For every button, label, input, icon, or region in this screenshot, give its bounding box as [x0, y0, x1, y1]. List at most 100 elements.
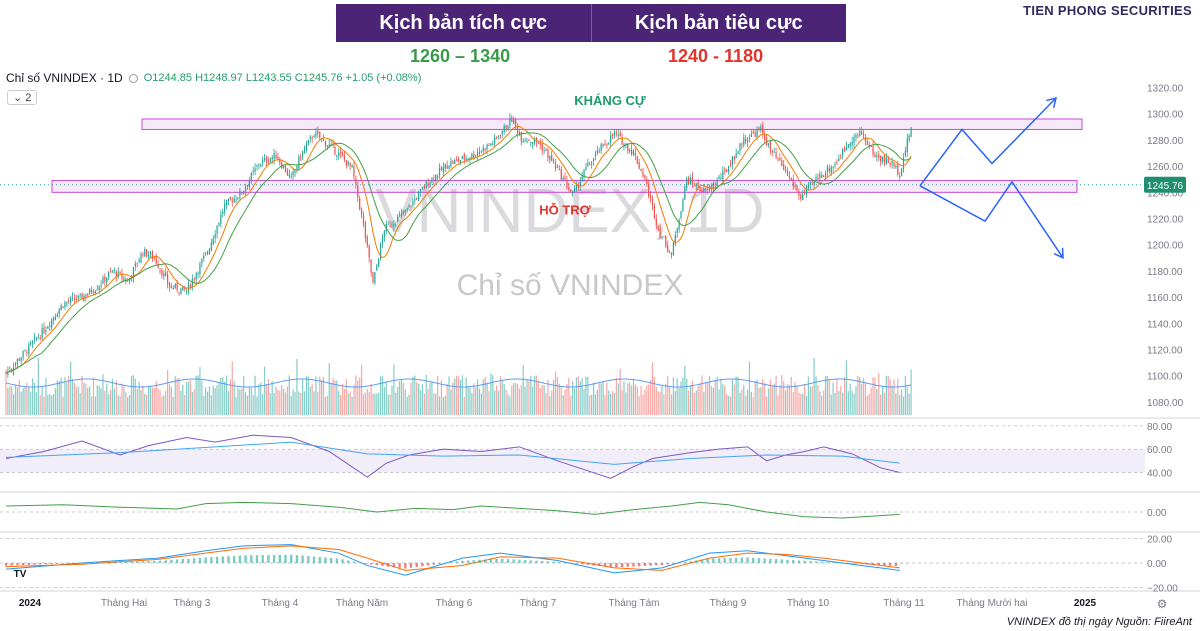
candle-body [480, 150, 482, 152]
candle-body [859, 131, 861, 137]
candle-body [651, 199, 654, 206]
price-tick-label: 1280.00 [1147, 136, 1184, 147]
volume-bar [638, 396, 640, 415]
candle-body [349, 162, 351, 166]
negative-scenario-label: Kịch bản tiêu cực [590, 4, 847, 42]
volume-ma-line [5, 378, 912, 388]
macd-histogram-bar [455, 561, 458, 563]
candle-body [246, 185, 249, 187]
candle-body [478, 151, 481, 154]
volume-bar [748, 361, 751, 415]
volume-bar [507, 394, 509, 415]
candle-body [655, 218, 657, 226]
volume-bar [708, 376, 711, 415]
volume-bar [672, 377, 675, 415]
candle-body [587, 162, 589, 166]
rsi-band [0, 449, 1145, 473]
candle-body [406, 208, 408, 210]
candle-body [263, 158, 266, 161]
volume-bar [96, 385, 98, 415]
volume-bar [28, 387, 30, 415]
volume-bar [83, 382, 85, 415]
volume-bar [288, 375, 290, 415]
candle-body [341, 152, 344, 156]
candle-body [279, 159, 281, 164]
volume-bar [227, 390, 230, 415]
candle-body [311, 137, 313, 139]
volume-bar [802, 393, 804, 415]
volume-bar [328, 363, 330, 415]
macd-histogram-bar [141, 561, 145, 563]
volume-bar [819, 391, 821, 415]
candle-body [893, 162, 895, 167]
price-tick-label: 1300.00 [1147, 110, 1184, 121]
volume-bar [686, 378, 688, 415]
candle-body [606, 143, 608, 145]
volume-bar [224, 381, 226, 415]
candle-body [670, 253, 673, 255]
macd-histogram-bar [660, 563, 664, 566]
candle-body [322, 139, 325, 141]
volume-bar [398, 381, 401, 415]
volume-bar [77, 386, 79, 415]
macd-line [5, 545, 900, 571]
collapse-badge[interactable]: ⌄ 2 [7, 90, 38, 105]
volume-bar [195, 376, 197, 415]
candle-body [849, 143, 851, 147]
volume-bar [539, 387, 541, 415]
macd-histogram-bar [375, 563, 378, 566]
candle-body [908, 135, 910, 140]
volume-bar [805, 395, 808, 415]
volume-bar [840, 385, 842, 415]
volume-bar [351, 396, 353, 415]
volume-bar [92, 377, 95, 415]
candle-body [486, 144, 488, 150]
candle-body [777, 158, 779, 160]
volume-bar [191, 391, 193, 415]
volume-bar [322, 377, 325, 415]
volume-bar [733, 384, 735, 415]
volume-bar [292, 389, 294, 415]
volume-bar [864, 382, 867, 415]
candle-body [189, 284, 192, 288]
volume-bar [165, 390, 167, 415]
candle-body [788, 175, 791, 178]
time-tick-label: 2024 [19, 598, 42, 609]
volume-bar [298, 391, 300, 415]
volume-bar [378, 392, 380, 415]
candle-body [602, 143, 604, 147]
candle-body [60, 305, 62, 311]
volume-bar [138, 382, 140, 415]
volume-bar [212, 385, 214, 415]
volume-bar [117, 395, 119, 415]
symbol-header[interactable]: Chỉ số VNINDEX · 1D O1244.85 H1248.97 L1… [6, 71, 421, 85]
status-dot-icon [128, 73, 138, 83]
candle-body [366, 236, 368, 246]
macd-histogram-bar [666, 563, 669, 565]
volume-bar [577, 376, 579, 415]
macd-histogram-bar [147, 561, 150, 563]
volume-bar [906, 387, 908, 415]
volume-bar [81, 375, 83, 415]
candle-body [648, 183, 650, 197]
volume-bar [866, 395, 868, 415]
volume-bar [176, 378, 178, 415]
volume-bar [423, 393, 425, 415]
volume-bar [701, 375, 703, 415]
volume-bar [821, 395, 823, 415]
candle-body [319, 131, 321, 138]
volume-bar [741, 389, 743, 415]
candle-body [362, 215, 365, 224]
macd-histogram-bar [575, 563, 578, 564]
time-tick-label: Tháng Hai [101, 598, 147, 609]
time-tick-label: Tháng 3 [174, 598, 211, 609]
candle-body [100, 284, 102, 286]
price-tick-label: 1080.00 [1147, 398, 1184, 409]
volume-bar [73, 382, 76, 415]
candle-body [20, 357, 22, 362]
macd-histogram-bar [854, 563, 858, 564]
candle-body [746, 140, 749, 143]
symbol-title[interactable]: Chỉ số VNINDEX · 1D [6, 71, 123, 85]
volume-bar [509, 396, 511, 415]
